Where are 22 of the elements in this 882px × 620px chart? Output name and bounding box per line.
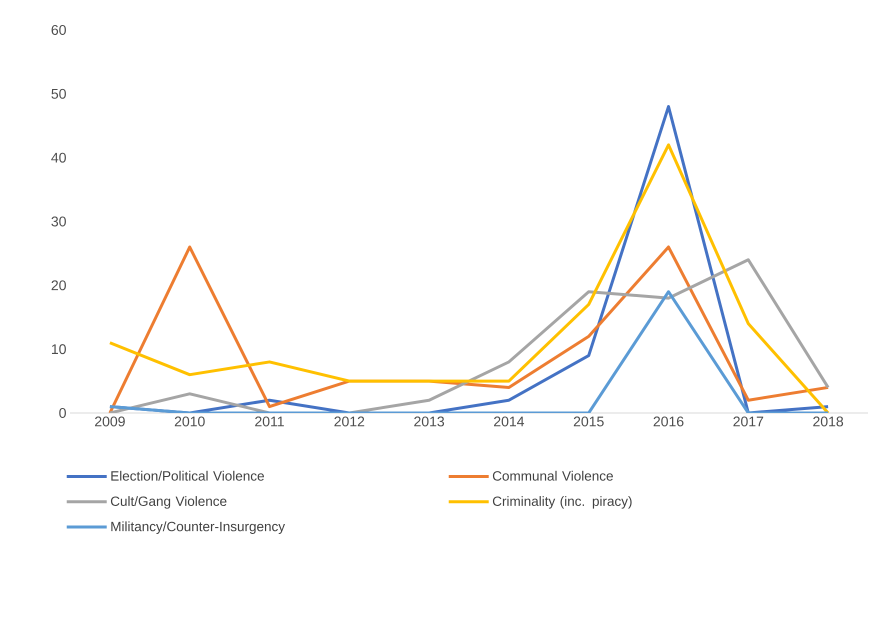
y-tick-label: 60 <box>52 25 66 35</box>
x-tick-label: 2017 <box>733 416 764 426</box>
x-tick-label: 2013 <box>414 416 444 426</box>
legend-label: Militancy/Counter-Insurgency <box>111 521 286 534</box>
x-tick-label: 2014 <box>494 416 524 426</box>
x-tick-label: 2016 <box>654 416 684 426</box>
x-tick-label: 2011 <box>255 416 284 426</box>
y-tick-label: 0 <box>59 408 66 418</box>
legend-label: Cult/Gang Violence <box>110 496 226 509</box>
x-tick-label: 2015 <box>574 416 604 426</box>
y-tick-label: 10 <box>52 344 66 354</box>
y-tick-label: 50 <box>51 88 66 99</box>
legend-label: Communal Violence <box>492 470 613 481</box>
legend-label: Criminality (inc. piracy) <box>492 496 632 509</box>
y-tick-label: 40 <box>51 152 66 163</box>
x-tick-label: 2010 <box>174 416 205 426</box>
y-tick-label: 20 <box>52 280 66 290</box>
x-tick-label: 2009 <box>95 416 125 426</box>
x-tick-label: 2012 <box>334 416 364 426</box>
x-tick-label: 2018 <box>813 416 844 426</box>
y-tick-label: 30 <box>51 216 66 226</box>
legend-label: Election/Political Violence <box>111 470 264 481</box>
